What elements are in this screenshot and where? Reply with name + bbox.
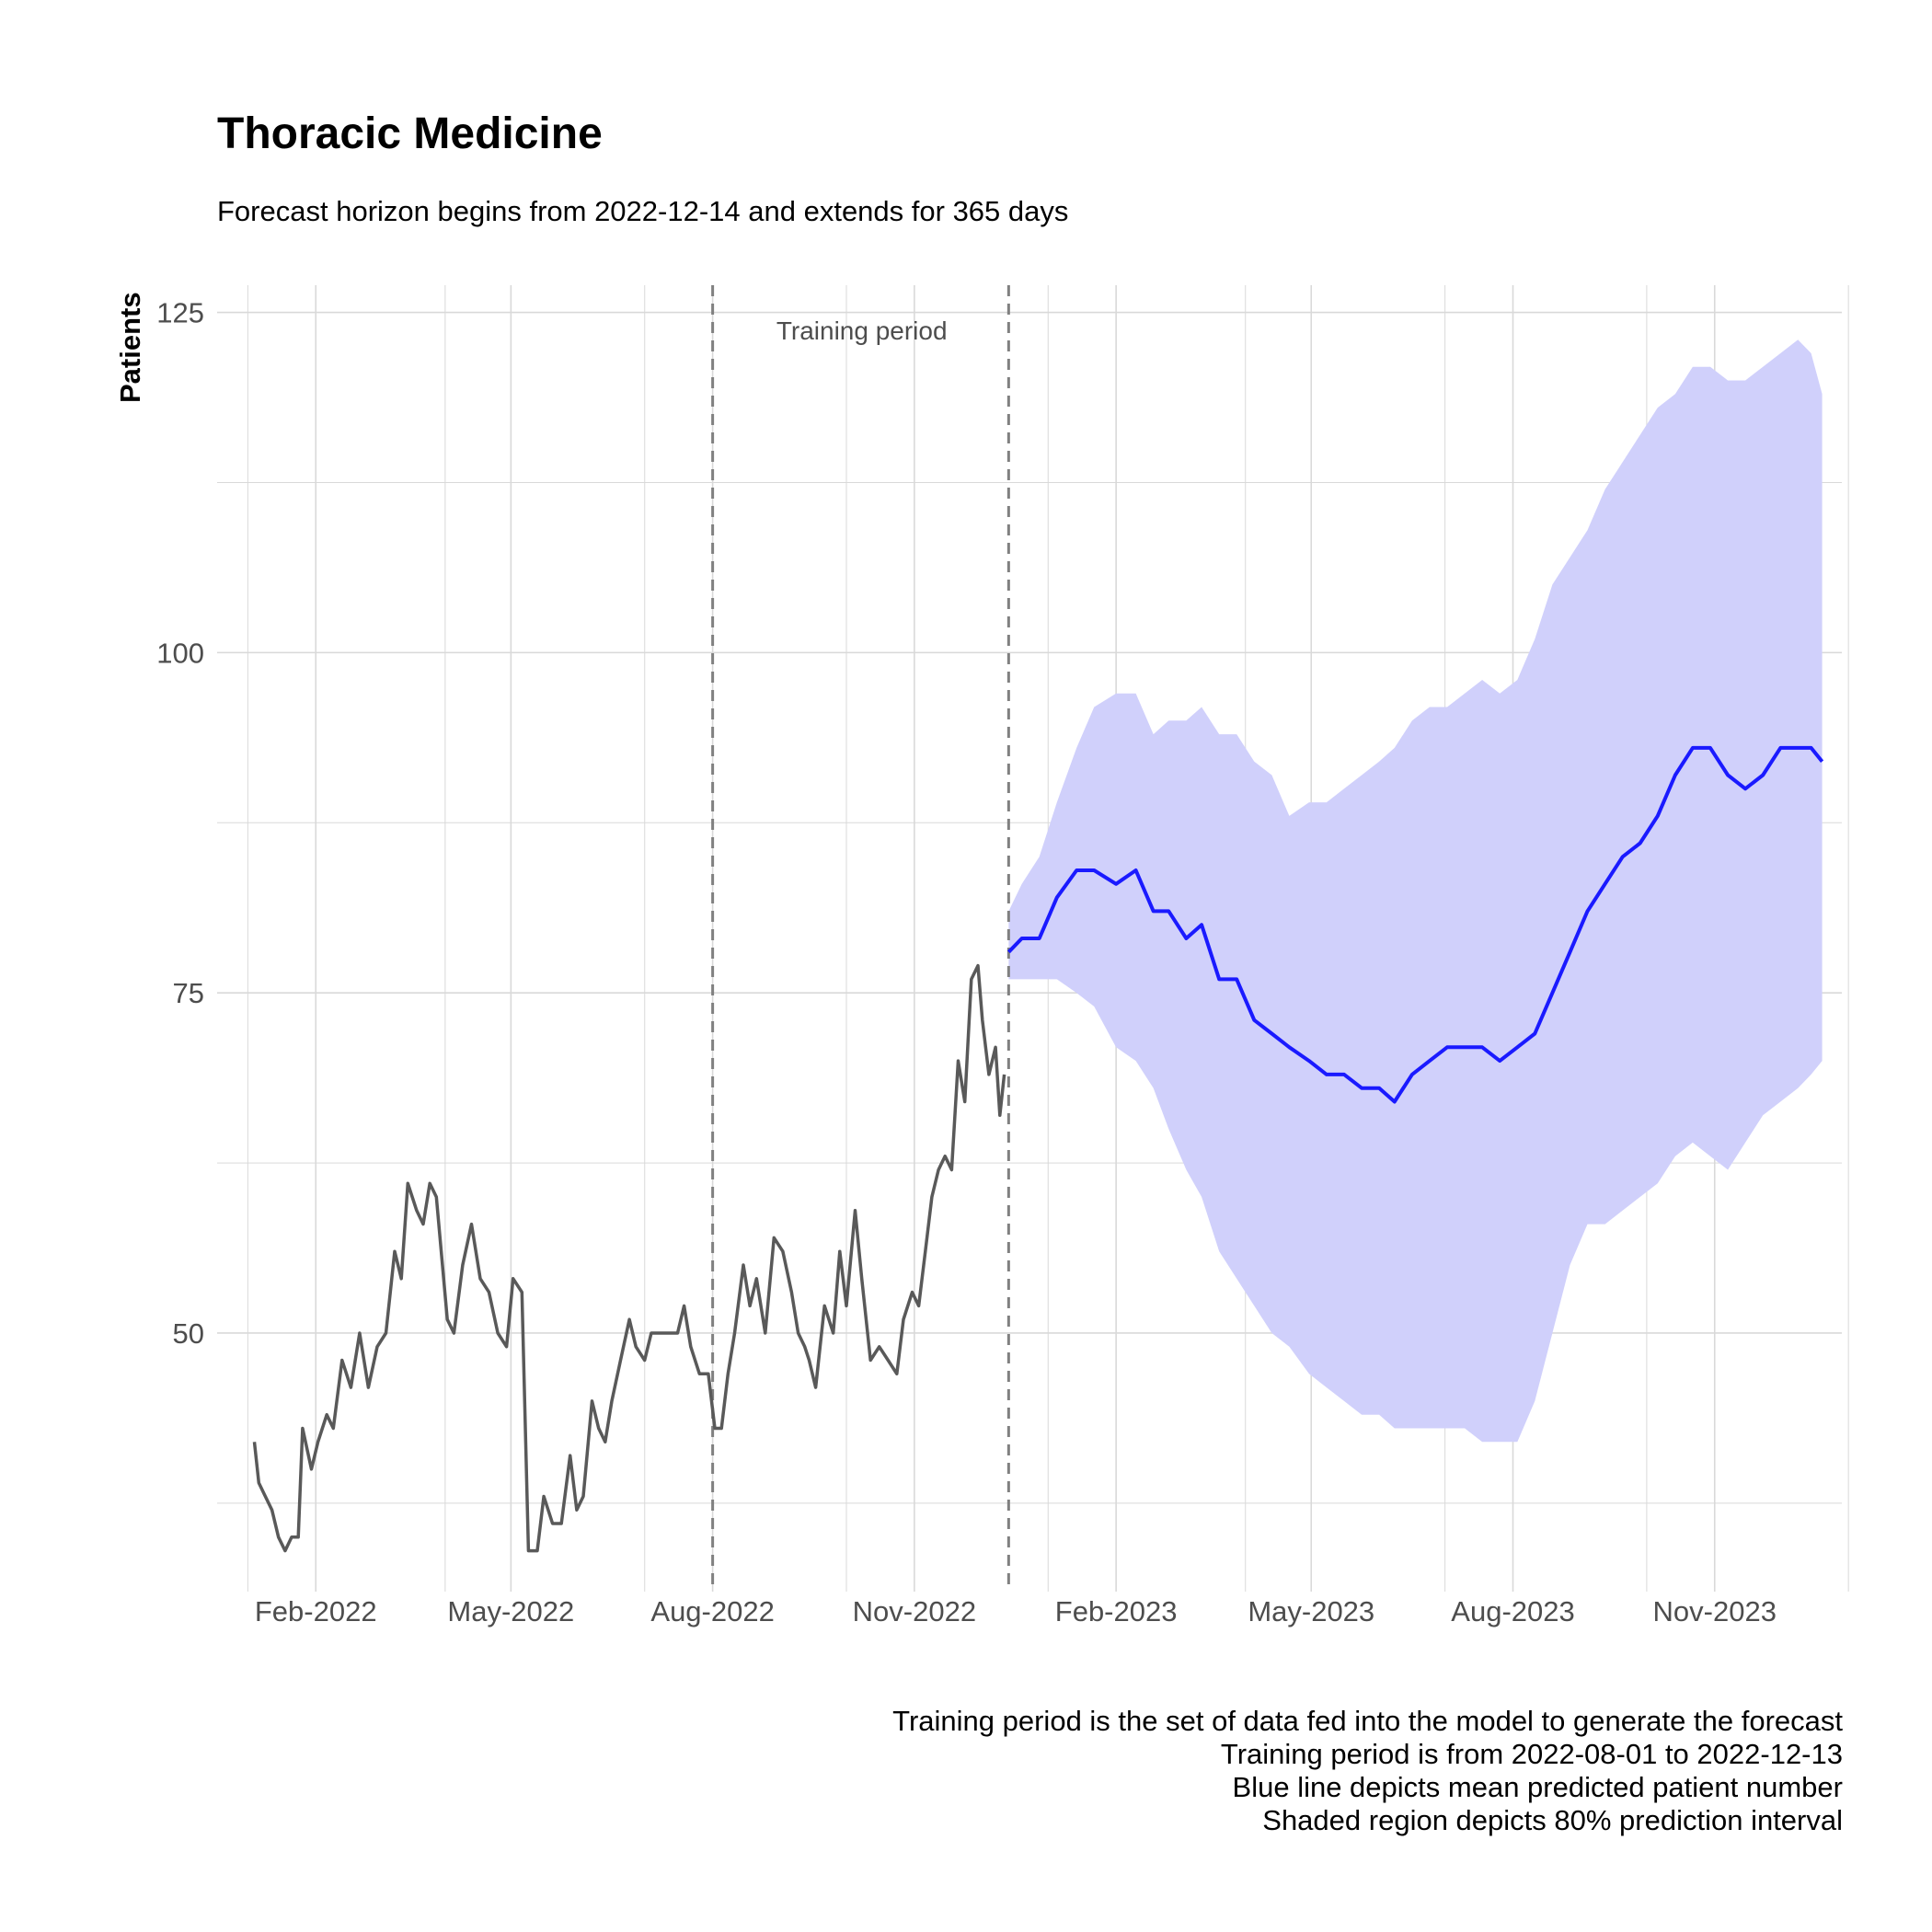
caption-line: Shaded region depicts 80% prediction int…	[1262, 1804, 1843, 1836]
y-tick-label: 125	[156, 297, 204, 329]
chart-caption: Training period is the set of data fed i…	[892, 1705, 1843, 1837]
y-tick-label: 75	[173, 977, 204, 1009]
y-axis-label: Patients	[114, 292, 146, 403]
x-tick-label: Aug-2022	[650, 1595, 774, 1627]
prediction-interval-layer	[1008, 339, 1823, 1443]
x-axis-ticks: Feb-2022 May-2022 Aug-2022 Nov-2022 Feb-2023…	[255, 1595, 1777, 1627]
y-tick-label: 50	[173, 1317, 204, 1350]
forecast-mean-line	[1006, 745, 1824, 1104]
chart-title: Thoracic Medicine	[217, 109, 603, 158]
x-tick-label: Aug-2023	[1451, 1595, 1574, 1627]
x-tick-label: May-2022	[447, 1595, 574, 1627]
y-axis-ticks: 50 75 100 125	[156, 297, 204, 1350]
series-lines	[252, 745, 1824, 1553]
prediction-interval-band	[1008, 339, 1823, 1443]
training-period-markers	[711, 285, 1010, 1592]
annotations: Training period	[776, 316, 948, 345]
x-tick-label: Feb-2022	[255, 1595, 377, 1627]
x-tick-label: Feb-2023	[1055, 1595, 1178, 1627]
y-tick-label: 100	[156, 637, 204, 669]
caption-line: Training period is from 2022-08-01 to 20…	[1220, 1738, 1843, 1770]
x-tick-label: Nov-2023	[1653, 1595, 1777, 1627]
caption-line: Training period is the set of data fed i…	[892, 1705, 1843, 1737]
training-period-annotation: Training period	[776, 316, 948, 345]
observed-series-line	[252, 963, 1006, 1553]
chart-subtitle: Forecast horizon begins from 2022-12-14 …	[217, 195, 1069, 227]
caption-line: Blue line depicts mean predicted patient…	[1232, 1771, 1843, 1803]
x-tick-label: Nov-2022	[853, 1595, 976, 1627]
x-tick-label: May-2023	[1248, 1595, 1374, 1627]
